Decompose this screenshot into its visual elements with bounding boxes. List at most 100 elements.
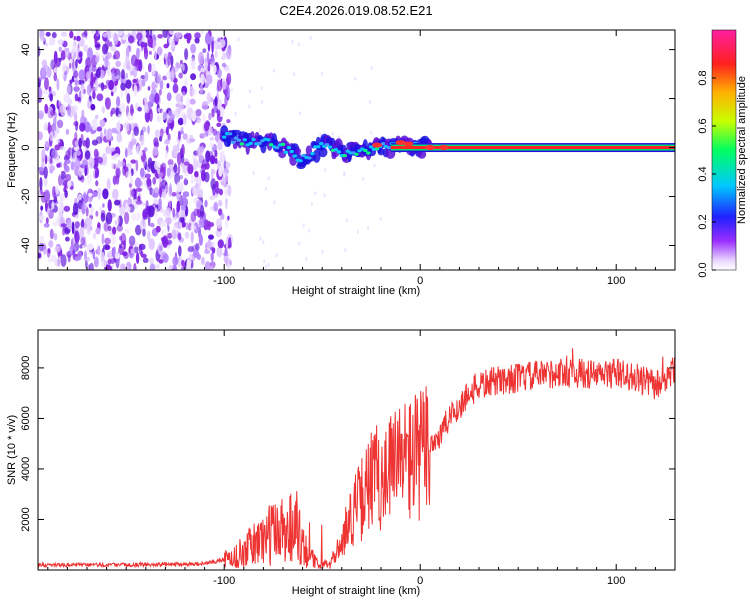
heatmap-noise-blob bbox=[192, 249, 200, 258]
heatmap-noise-blob bbox=[65, 150, 71, 160]
heatmap-noise-blob bbox=[44, 103, 49, 114]
heatmap-noise-blob bbox=[110, 234, 117, 245]
heatmap-noise-blob bbox=[57, 258, 61, 267]
heatmap-speckle bbox=[234, 111, 237, 116]
heatmap-noise-blob bbox=[156, 115, 162, 123]
heatmap-noise-blob bbox=[71, 49, 74, 59]
heatmap-noise-blob bbox=[38, 252, 42, 259]
heatmap-noise-blob bbox=[156, 46, 163, 56]
heatmap-noise-blob bbox=[38, 46, 41, 57]
heatmap-noise-blob bbox=[159, 128, 164, 138]
heatmap-noise-blob bbox=[65, 173, 72, 182]
heatmap-noise-blob bbox=[178, 131, 181, 141]
heatmap-noise-blob bbox=[45, 31, 51, 37]
heatmap-noise-blob bbox=[95, 167, 100, 178]
snr-x-tick-label: 0 bbox=[417, 575, 423, 587]
heatmap-speckle bbox=[262, 240, 265, 245]
heatmap-noise-blob bbox=[58, 199, 64, 213]
heatmap-noise-blob bbox=[122, 165, 126, 176]
heatmap-tone-blob bbox=[425, 145, 435, 151]
heatmap-noise-blob bbox=[135, 212, 142, 221]
heatmap-content bbox=[38, 30, 675, 270]
heatmap-noise-blob bbox=[209, 142, 215, 149]
heatmap-noise-blob bbox=[200, 73, 205, 86]
heatmap-noise-blob bbox=[190, 174, 194, 184]
heatmap-noise-blob bbox=[211, 40, 214, 54]
heatmap-noise-blob bbox=[42, 90, 49, 95]
heatmap-noise-blob bbox=[73, 86, 80, 93]
heatmap-speckle bbox=[324, 168, 327, 173]
heatmap-noise-blob bbox=[204, 82, 209, 88]
heatmap-noise-blob bbox=[64, 70, 68, 76]
heatmap-noise-blob bbox=[59, 193, 65, 202]
heatmap-track-bright bbox=[289, 149, 294, 154]
heatmap-noise-blob bbox=[165, 217, 173, 225]
heatmap-noise-blob bbox=[146, 230, 151, 242]
heatmap-noise-blob bbox=[86, 84, 92, 96]
heatmap-noise-blob bbox=[88, 203, 92, 208]
heatmap-noise-blob bbox=[143, 147, 148, 152]
heatmap-speckle bbox=[302, 223, 305, 228]
heatmap-speckle bbox=[260, 86, 263, 91]
heatmap-noise-blob bbox=[216, 246, 223, 258]
heatmap-noise-blob bbox=[100, 212, 106, 222]
heatmap-noise-blob bbox=[102, 43, 108, 55]
heatmap-noise-blob bbox=[72, 202, 79, 216]
heatmap-noise-blob bbox=[53, 116, 57, 126]
heatmap-noise-blob bbox=[103, 222, 109, 232]
heatmap-track-bright bbox=[386, 146, 391, 150]
heatmap-noise-blob bbox=[125, 261, 132, 270]
heatmap-noise-blob bbox=[116, 122, 121, 132]
heatmap-track-bright bbox=[274, 146, 280, 150]
heatmap-noise-blob bbox=[198, 51, 204, 65]
heatmap-speckle bbox=[310, 202, 313, 207]
heatmap-noise-blob bbox=[204, 199, 208, 208]
heatmap-noise-blob bbox=[117, 159, 121, 169]
heatmap-noise-blob bbox=[113, 33, 119, 46]
heatmap-noise-blob bbox=[53, 232, 58, 241]
heatmap-noise-blob bbox=[71, 221, 75, 235]
heatmap-noise-blob bbox=[99, 206, 102, 212]
heatmap-noise-blob bbox=[134, 177, 142, 188]
heatmap-noise-blob bbox=[39, 36, 46, 42]
heatmap-noise-blob bbox=[120, 82, 126, 91]
heatmap-noise-blob bbox=[129, 175, 133, 185]
heatmap-noise-blob bbox=[169, 183, 172, 196]
heatmap-noise-blob bbox=[172, 42, 175, 49]
heatmap-noise-blob bbox=[44, 77, 49, 91]
heatmap-noise-blob bbox=[178, 72, 183, 79]
heatmap-noise-blob bbox=[96, 156, 104, 164]
heatmap-noise-blob bbox=[73, 256, 81, 262]
heatmap-noise-blob bbox=[133, 263, 137, 270]
heatmap-noise-blob bbox=[142, 228, 146, 237]
snr-x-tick-label: 100 bbox=[607, 575, 625, 587]
heatmap-noise-blob bbox=[194, 37, 200, 44]
heatmap-noise-blob bbox=[100, 251, 105, 263]
heatmap-speckle bbox=[275, 253, 278, 258]
heatmap-noise-blob bbox=[224, 95, 228, 107]
heatmap-speckle bbox=[297, 42, 300, 47]
heatmap-noise-blob bbox=[75, 58, 78, 69]
heatmap-noise-blob bbox=[183, 161, 190, 166]
heatmap-noise-blob bbox=[54, 246, 61, 253]
heatmap-noise-blob bbox=[55, 185, 60, 195]
heatmap-noise-blob bbox=[115, 173, 120, 185]
heatmap-track-bright bbox=[307, 156, 312, 160]
heatmap-speckle bbox=[370, 65, 373, 70]
heatmap-noise-blob bbox=[51, 31, 57, 39]
heatmap-noise-blob bbox=[64, 189, 68, 199]
heatmap-noise-blob bbox=[125, 171, 132, 178]
heatmap-noise-blob bbox=[162, 236, 168, 247]
heatmap-noise-blob bbox=[165, 126, 169, 136]
heatmap-noise-blob bbox=[202, 215, 206, 222]
heatmap-noise-blob bbox=[163, 43, 169, 49]
heatmap-noise-blob bbox=[38, 167, 44, 172]
heatmap-noise-blob bbox=[194, 32, 201, 39]
heatmap-noise-blob bbox=[117, 114, 123, 118]
heatmap-noise-blob bbox=[122, 251, 128, 257]
heatmap-noise-blob bbox=[102, 188, 109, 200]
heatmap-track-halo bbox=[226, 136, 232, 147]
heatmap-noise-blob bbox=[57, 39, 64, 45]
heatmap-noise-blob bbox=[135, 252, 140, 264]
